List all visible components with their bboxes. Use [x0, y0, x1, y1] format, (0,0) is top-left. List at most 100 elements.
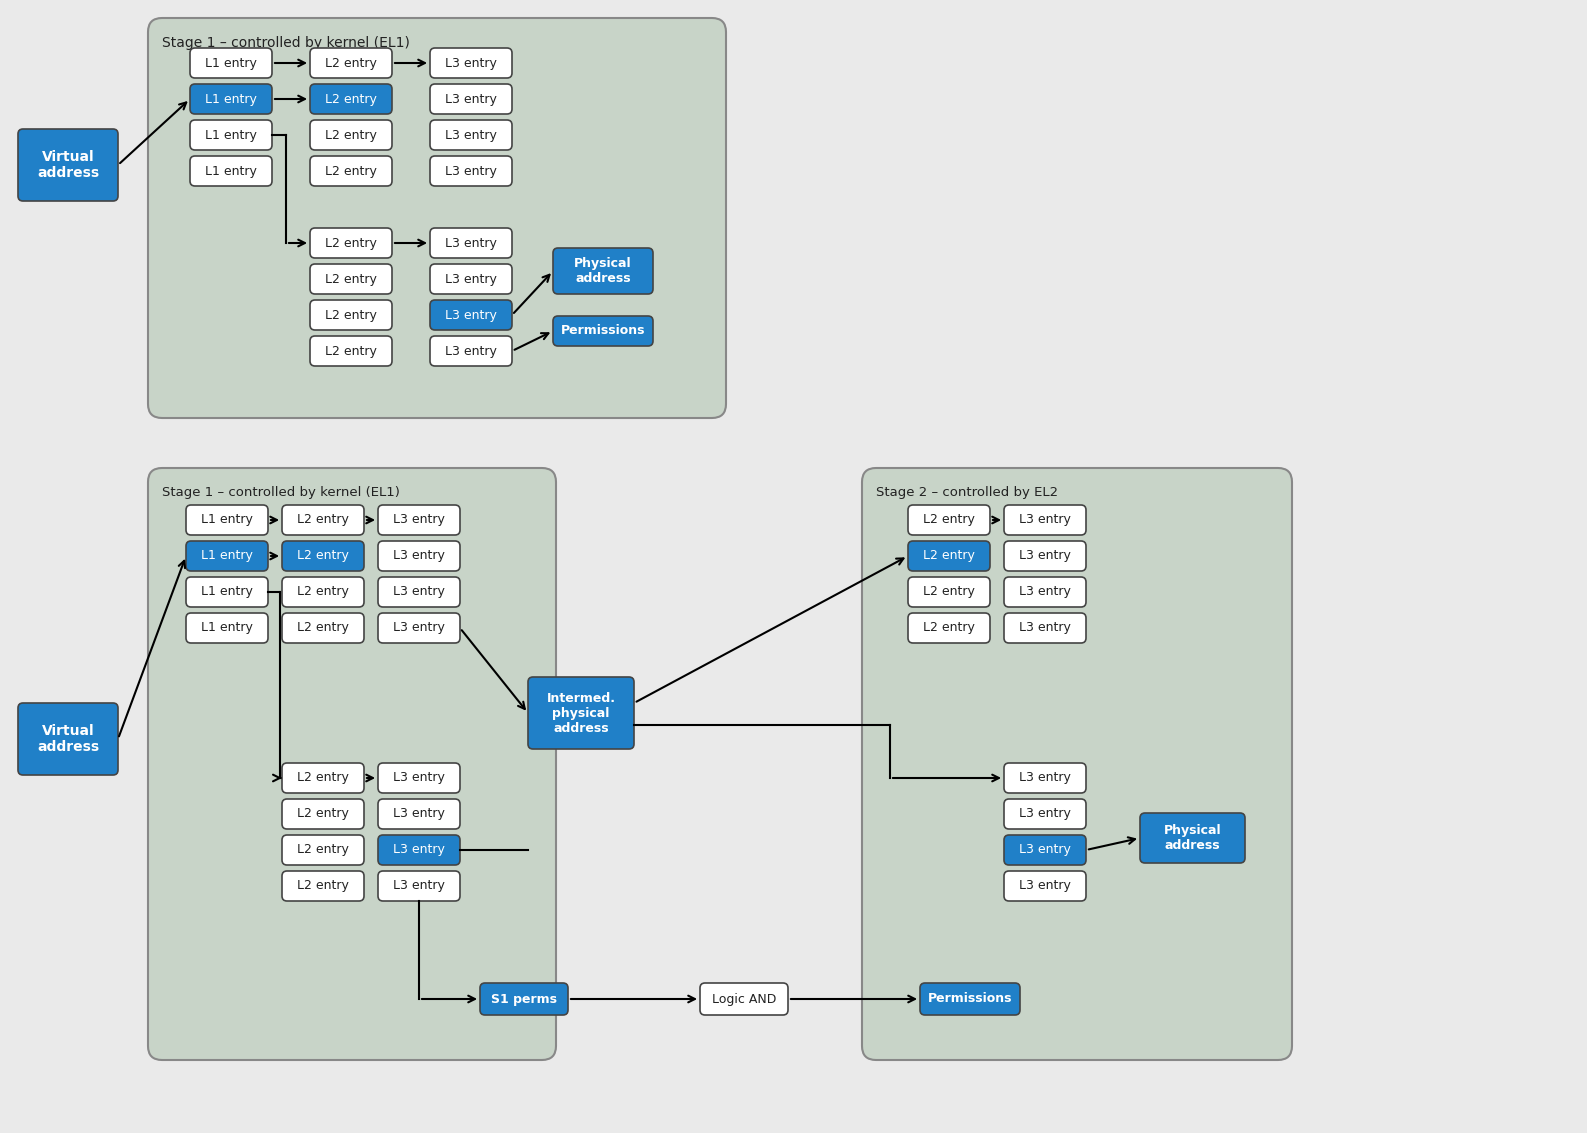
FancyBboxPatch shape	[186, 540, 268, 571]
Text: L3 entry: L3 entry	[394, 622, 444, 634]
FancyBboxPatch shape	[282, 540, 363, 571]
Text: L1 entry: L1 entry	[205, 93, 257, 105]
FancyBboxPatch shape	[430, 156, 513, 186]
Text: L2 entry: L2 entry	[325, 308, 378, 322]
Text: L3 entry: L3 entry	[394, 586, 444, 598]
Text: L2 entry: L2 entry	[325, 237, 378, 249]
FancyBboxPatch shape	[528, 678, 633, 749]
FancyBboxPatch shape	[430, 300, 513, 330]
Text: L2 entry: L2 entry	[297, 808, 349, 820]
Text: Stage 1 – controlled by kernel (EL1): Stage 1 – controlled by kernel (EL1)	[162, 486, 400, 499]
FancyBboxPatch shape	[282, 799, 363, 829]
Text: L3 entry: L3 entry	[1019, 879, 1071, 893]
Text: L2 entry: L2 entry	[325, 57, 378, 69]
FancyBboxPatch shape	[378, 763, 460, 793]
Text: L3 entry: L3 entry	[444, 164, 497, 178]
FancyBboxPatch shape	[378, 613, 460, 644]
FancyBboxPatch shape	[862, 468, 1292, 1060]
Text: L2 entry: L2 entry	[297, 843, 349, 857]
Text: L3 entry: L3 entry	[444, 273, 497, 286]
Text: L2 entry: L2 entry	[325, 128, 378, 142]
Text: Physical
address: Physical address	[1163, 824, 1222, 852]
FancyBboxPatch shape	[479, 983, 568, 1015]
Text: L3 entry: L3 entry	[394, 808, 444, 820]
FancyBboxPatch shape	[309, 84, 392, 114]
FancyBboxPatch shape	[282, 835, 363, 864]
FancyBboxPatch shape	[1005, 871, 1086, 901]
FancyBboxPatch shape	[430, 264, 513, 293]
Text: L2 entry: L2 entry	[297, 550, 349, 562]
Text: L3 entry: L3 entry	[1019, 843, 1071, 857]
Text: L3 entry: L3 entry	[444, 344, 497, 358]
Text: L3 entry: L3 entry	[394, 772, 444, 784]
FancyBboxPatch shape	[17, 129, 117, 201]
FancyBboxPatch shape	[378, 871, 460, 901]
Text: L2 entry: L2 entry	[325, 93, 378, 105]
Text: Permissions: Permissions	[928, 993, 1013, 1005]
FancyBboxPatch shape	[309, 120, 392, 150]
FancyBboxPatch shape	[309, 228, 392, 258]
FancyBboxPatch shape	[282, 613, 363, 644]
Text: L3 entry: L3 entry	[444, 93, 497, 105]
FancyBboxPatch shape	[190, 120, 271, 150]
Text: L2 entry: L2 entry	[297, 622, 349, 634]
Text: L1 entry: L1 entry	[205, 128, 257, 142]
FancyBboxPatch shape	[309, 264, 392, 293]
Text: Stage 1 – controlled by kernel (EL1): Stage 1 – controlled by kernel (EL1)	[162, 36, 409, 50]
FancyBboxPatch shape	[430, 120, 513, 150]
FancyBboxPatch shape	[282, 763, 363, 793]
FancyBboxPatch shape	[908, 540, 990, 571]
FancyBboxPatch shape	[186, 505, 268, 535]
Text: L3 entry: L3 entry	[394, 843, 444, 857]
Text: L2 entry: L2 entry	[297, 586, 349, 598]
Text: L2 entry: L2 entry	[325, 273, 378, 286]
Text: L3 entry: L3 entry	[1019, 586, 1071, 598]
FancyBboxPatch shape	[282, 577, 363, 607]
FancyBboxPatch shape	[378, 540, 460, 571]
Text: Virtual
address: Virtual address	[37, 724, 98, 755]
Text: L3 entry: L3 entry	[1019, 772, 1071, 784]
Text: L3 entry: L3 entry	[394, 879, 444, 893]
FancyBboxPatch shape	[309, 48, 392, 78]
FancyBboxPatch shape	[430, 48, 513, 78]
FancyBboxPatch shape	[908, 577, 990, 607]
Text: Physical
address: Physical address	[574, 257, 632, 286]
FancyBboxPatch shape	[309, 156, 392, 186]
FancyBboxPatch shape	[1005, 505, 1086, 535]
FancyBboxPatch shape	[186, 577, 268, 607]
FancyBboxPatch shape	[1005, 799, 1086, 829]
FancyBboxPatch shape	[1005, 577, 1086, 607]
Text: L3 entry: L3 entry	[1019, 513, 1071, 527]
FancyBboxPatch shape	[1005, 763, 1086, 793]
FancyBboxPatch shape	[186, 613, 268, 644]
Text: L2 entry: L2 entry	[924, 550, 974, 562]
FancyBboxPatch shape	[190, 48, 271, 78]
FancyBboxPatch shape	[908, 613, 990, 644]
Text: L3 entry: L3 entry	[1019, 622, 1071, 634]
FancyBboxPatch shape	[1005, 835, 1086, 864]
FancyBboxPatch shape	[920, 983, 1020, 1015]
Text: L3 entry: L3 entry	[444, 57, 497, 69]
FancyBboxPatch shape	[552, 248, 652, 293]
Text: L2 entry: L2 entry	[297, 879, 349, 893]
Text: L3 entry: L3 entry	[1019, 550, 1071, 562]
Text: L3 entry: L3 entry	[444, 308, 497, 322]
FancyBboxPatch shape	[552, 316, 652, 346]
Text: L1 entry: L1 entry	[205, 164, 257, 178]
Text: Logic AND: Logic AND	[713, 993, 776, 1005]
FancyBboxPatch shape	[282, 505, 363, 535]
Text: L3 entry: L3 entry	[1019, 808, 1071, 820]
Text: L3 entry: L3 entry	[394, 513, 444, 527]
FancyBboxPatch shape	[190, 156, 271, 186]
Text: L2 entry: L2 entry	[325, 164, 378, 178]
Text: Stage 2 – controlled by EL2: Stage 2 – controlled by EL2	[876, 486, 1059, 499]
Text: L1 entry: L1 entry	[202, 550, 252, 562]
Text: L2 entry: L2 entry	[924, 622, 974, 634]
FancyBboxPatch shape	[1005, 613, 1086, 644]
Text: L3 entry: L3 entry	[444, 237, 497, 249]
FancyBboxPatch shape	[1139, 813, 1244, 863]
FancyBboxPatch shape	[1005, 540, 1086, 571]
Text: Permissions: Permissions	[560, 324, 646, 338]
Text: L1 entry: L1 entry	[205, 57, 257, 69]
FancyBboxPatch shape	[309, 337, 392, 366]
